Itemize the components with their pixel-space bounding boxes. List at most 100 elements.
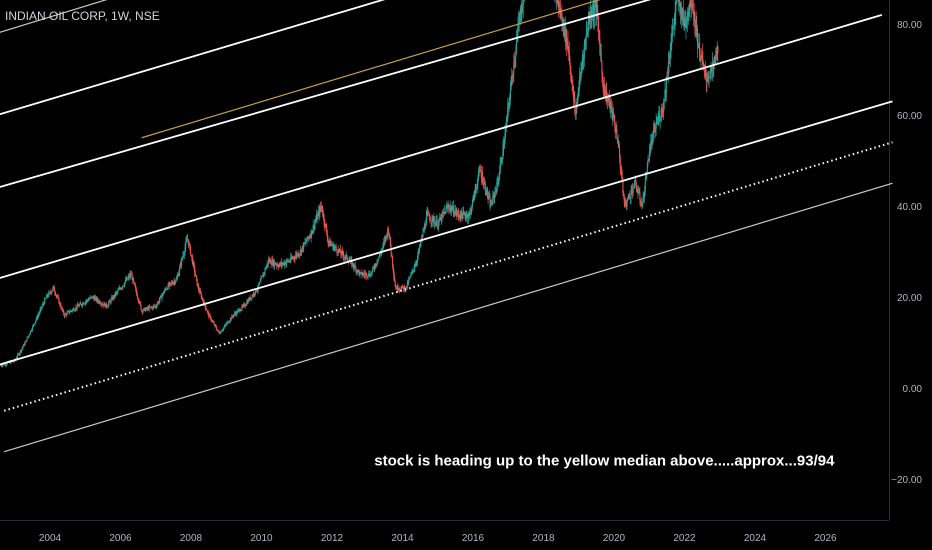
candle-body: [446, 206, 448, 208]
price-axis[interactable]: 160.00140.00120.00100.0080.0060.0040.002…: [891, 0, 922, 550]
candle-body: [153, 306, 156, 307]
candle-body: [700, 58, 702, 62]
candle-body: [424, 225, 426, 228]
x-tick-label: 2016: [462, 533, 485, 544]
candle-body: [690, 4, 692, 7]
candle-body: [476, 185, 478, 188]
candle-body: [230, 318, 232, 320]
candle-body: [124, 282, 126, 286]
candle-body: [232, 316, 234, 318]
time-axis[interactable]: 2004 2006 2008 2010 2012 2014 2016 2018 2020 2022…: [39, 533, 837, 544]
candle-body: [623, 192, 625, 197]
candle-body: [106, 306, 108, 308]
candle-body: [134, 285, 137, 289]
candle-body: [522, 5, 524, 11]
candle-body: [584, 40, 586, 46]
candle-body: [63, 310, 65, 315]
candle-body: [155, 306, 157, 307]
candle-body: [351, 262, 354, 266]
candle-body: [103, 304, 105, 306]
candle-body: [204, 305, 206, 309]
candle-body: [418, 250, 420, 252]
candle-body: [97, 300, 99, 303]
candle-body: [269, 260, 271, 264]
candle-body: [282, 262, 284, 264]
candle-body: [259, 280, 261, 283]
candle-body: [620, 167, 622, 172]
candle-body: [670, 42, 672, 52]
candle-body: [250, 297, 253, 299]
candle-body: [572, 86, 575, 99]
y-tick-label: 60.00: [897, 111, 922, 122]
candle-body: [504, 133, 506, 143]
candle-body: [38, 314, 40, 316]
candle-body: [19, 353, 21, 355]
candle-body: [161, 295, 163, 299]
candle-body: [244, 305, 246, 307]
candle-body: [334, 246, 337, 248]
candle-body: [610, 104, 612, 106]
candle-body: [587, 21, 589, 32]
candle-body: [36, 317, 38, 320]
candle-body: [465, 215, 467, 218]
candle-body: [168, 284, 170, 286]
candle-body: [360, 272, 362, 273]
candle-body: [295, 253, 297, 256]
y-tick-label: 80.00: [897, 20, 922, 31]
candle-body: [338, 249, 340, 251]
candle-body: [216, 328, 218, 331]
candle-body: [420, 240, 422, 245]
candle-body: [446, 206, 448, 208]
candle-body: [448, 205, 450, 208]
candle-body: [18, 353, 20, 355]
candle-body: [659, 114, 661, 121]
candle-body: [439, 218, 441, 221]
candle-body: [449, 207, 451, 210]
candle-body: [67, 311, 69, 312]
candle-body: [90, 296, 93, 298]
candle-body: [519, 12, 521, 22]
candle-body: [494, 191, 496, 198]
candle-body: [26, 337, 28, 342]
candle-body: [145, 307, 147, 310]
candle-body: [682, 8, 684, 20]
candle-body: [231, 315, 233, 320]
candle-body: [302, 246, 304, 250]
candle-body: [521, 10, 523, 15]
candle-body: [165, 289, 167, 291]
candle-body: [389, 237, 391, 247]
candle-body: [128, 275, 130, 278]
candle-body: [392, 264, 394, 271]
candle-body: [306, 236, 308, 242]
candle-body: [290, 256, 293, 259]
candle-body: [572, 84, 574, 87]
candle-body: [171, 282, 173, 284]
candle-body: [12, 361, 15, 363]
candle-body: [116, 291, 118, 293]
candle-body: [76, 306, 78, 309]
symbol-title[interactable]: INDIAN OIL CORP, 1W, NSE: [5, 9, 160, 23]
candle-body: [61, 307, 63, 311]
candle-body: [675, 0, 678, 3]
candle-body: [58, 298, 60, 304]
candle-body: [589, 12, 591, 18]
candle-body: [200, 291, 202, 294]
candle-body: [399, 288, 401, 290]
candle-body: [710, 65, 712, 72]
candle-body: [453, 214, 455, 216]
candle-body: [435, 220, 438, 224]
candle-body: [132, 277, 135, 282]
candle-body: [305, 241, 307, 243]
candle-body: [130, 274, 133, 276]
candle-body: [698, 42, 701, 54]
candle-body: [29, 333, 31, 336]
x-tick-label: 2012: [321, 533, 344, 544]
candle-body: [42, 304, 44, 307]
candle-body: [401, 285, 403, 288]
candle-body: [82, 303, 84, 306]
candle-body: [683, 19, 685, 27]
candle-body: [667, 74, 669, 78]
candle-body: [674, 11, 676, 18]
candle-body: [604, 84, 606, 97]
